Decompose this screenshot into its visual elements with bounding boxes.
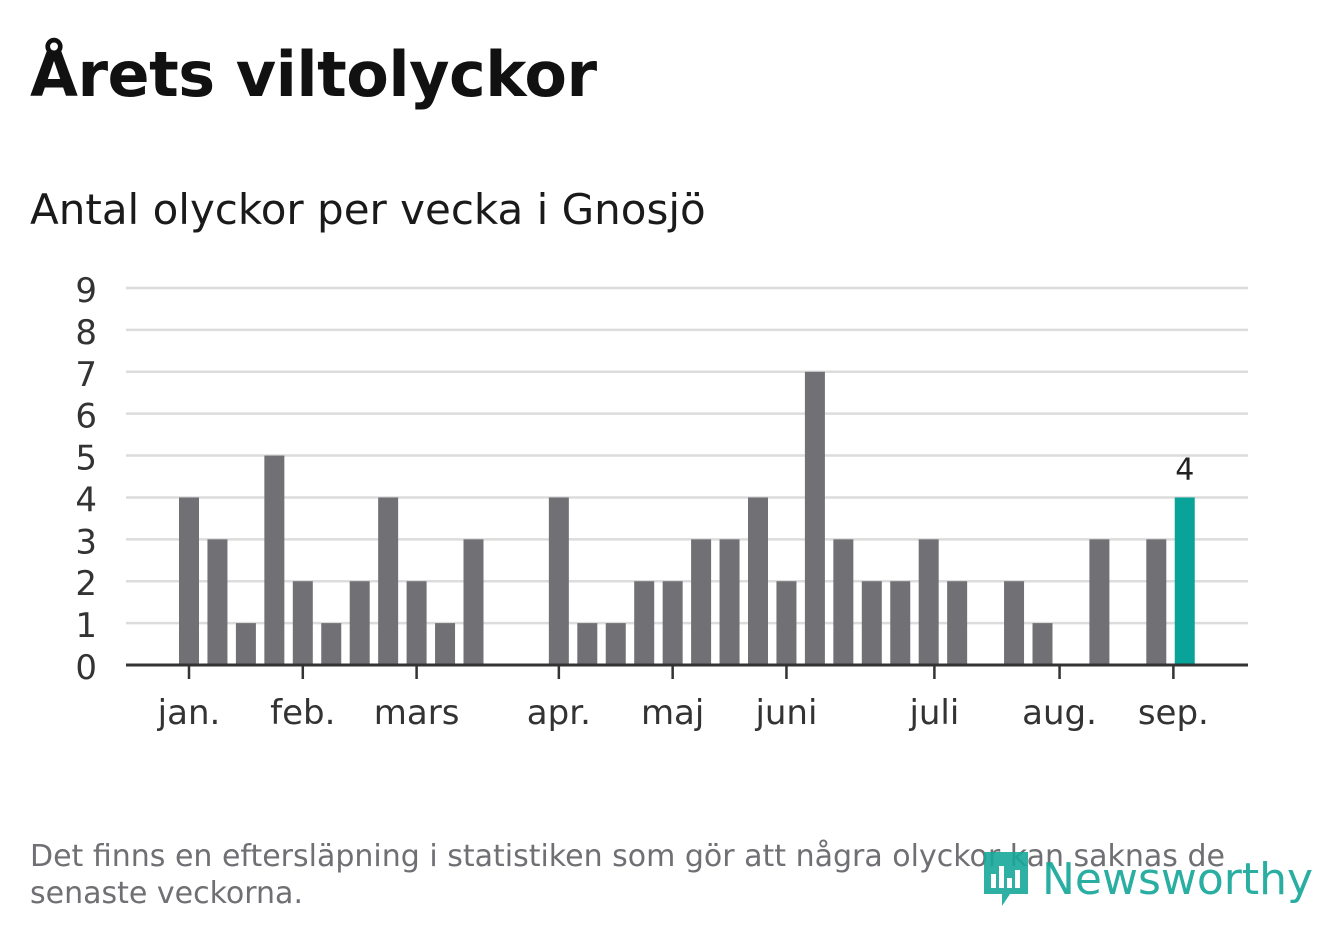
bar [406, 581, 427, 665]
bar [349, 581, 370, 665]
x-tick-label: juni [754, 693, 817, 733]
chart-title: Årets viltolyckor [30, 38, 597, 111]
bar [264, 455, 285, 665]
bar [691, 539, 712, 665]
x-tick-label: juli [908, 693, 959, 733]
bar [548, 497, 569, 665]
bar [179, 497, 199, 665]
bar [861, 581, 882, 665]
y-tick-label: 8 [75, 313, 97, 353]
bar [463, 539, 484, 665]
data-labels: 4 [1175, 452, 1194, 487]
bar [947, 581, 968, 665]
bar [235, 623, 256, 665]
y-tick-label: 6 [75, 397, 97, 437]
bar [833, 539, 854, 665]
bar [577, 623, 598, 665]
x-tick-label: aug. [1022, 693, 1097, 733]
bar [719, 539, 740, 665]
x-tick-label: feb. [270, 693, 335, 733]
grid-lines [126, 286, 1248, 625]
y-tick-label: 5 [75, 439, 97, 479]
bar [435, 623, 456, 665]
brand-logo[interactable]: Newsworthy [980, 848, 1313, 910]
bar [634, 581, 655, 665]
y-tick-label: 1 [75, 606, 97, 646]
x-tick-label: apr. [527, 693, 591, 733]
bar [918, 539, 939, 665]
bar [378, 497, 399, 665]
bar [207, 539, 228, 665]
bar [804, 371, 825, 665]
bar [292, 581, 313, 665]
y-tick-label: 7 [75, 355, 97, 395]
bar [748, 497, 768, 665]
bar-chart-speech-bubble-icon [984, 852, 1028, 906]
bar [1032, 623, 1053, 665]
x-tick-label: sep. [1138, 693, 1209, 733]
bars [179, 371, 1195, 665]
bar [1004, 581, 1025, 665]
bar [605, 623, 626, 665]
bar [662, 581, 683, 665]
y-tick-label: 9 [75, 271, 97, 311]
data-label-highlight: 4 [1175, 452, 1194, 487]
x-axis-ticks: jan. feb. mars apr. maj juni juli aug. sep. [157, 665, 1209, 733]
x-tick-label: maj [641, 693, 704, 733]
x-tick-label: mars [374, 693, 460, 733]
bar [890, 581, 911, 665]
brand-name: Newsworthy [1042, 853, 1314, 905]
chart-subtitle: Antal olyckor per vecka i Gnosjö [30, 185, 706, 234]
bar [1146, 539, 1167, 665]
bar [1089, 539, 1110, 665]
bar [321, 623, 342, 665]
x-tick-label: jan. [157, 693, 221, 733]
bar [776, 581, 797, 665]
y-tick-label: 3 [75, 522, 97, 562]
y-tick-label: 0 [75, 648, 97, 688]
bar-highlight [1174, 497, 1195, 665]
y-tick-label: 4 [75, 480, 97, 520]
y-tick-label: 2 [75, 564, 97, 604]
